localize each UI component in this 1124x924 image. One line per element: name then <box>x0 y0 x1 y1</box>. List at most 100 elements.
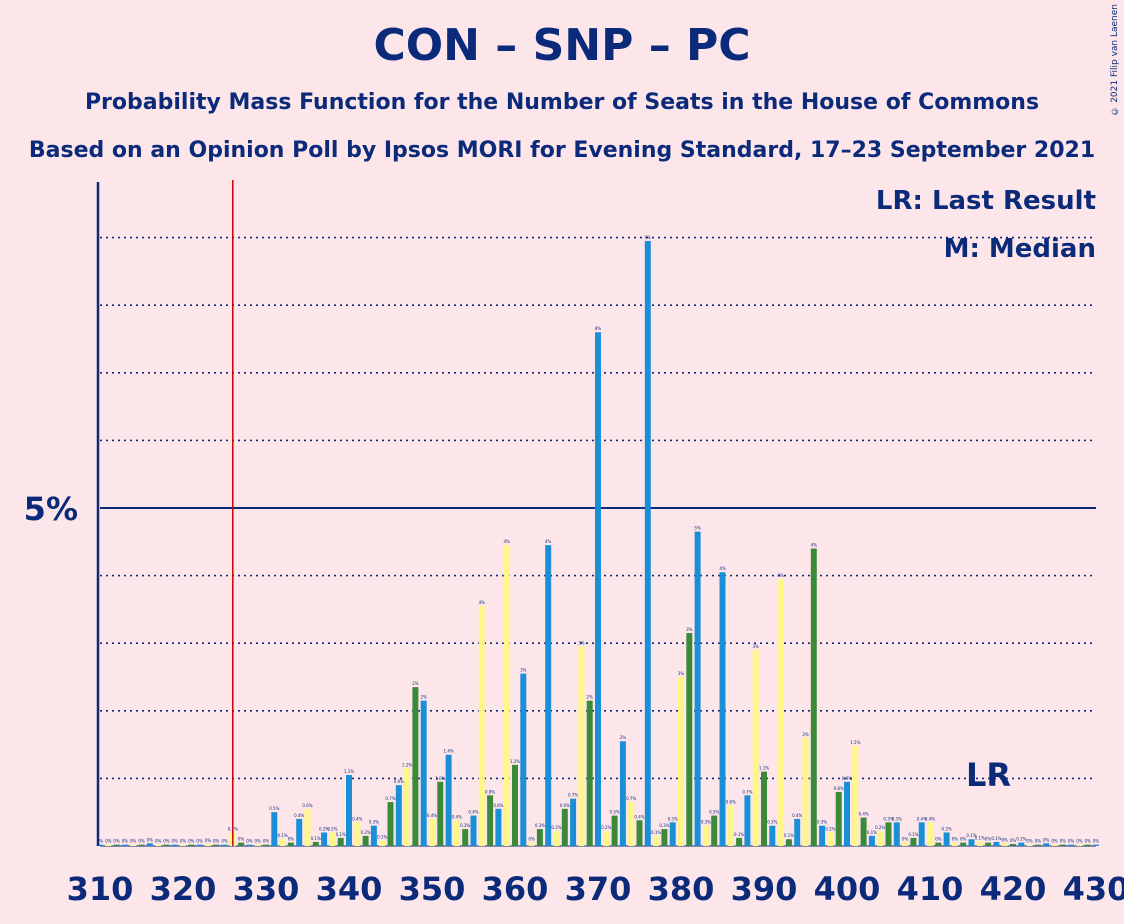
bar-series <box>97 240 1099 847</box>
bar-seat-334 <box>296 818 303 846</box>
bar-label-seat-423: 0% <box>1035 839 1042 844</box>
bar-seat-430 <box>1093 844 1099 846</box>
bar-seat-347 <box>404 768 411 846</box>
bar-seat-342 <box>362 835 369 846</box>
bar-seat-406 <box>893 822 900 846</box>
bar-seat-331 <box>271 812 278 846</box>
x-tick-410: 410 <box>897 870 964 908</box>
bar-seat-329 <box>254 844 261 846</box>
bar-label-seat-331: 0.5% <box>269 806 279 811</box>
bar-label-seat-389: 3% <box>753 644 760 649</box>
bar-label-seat-376: 9% <box>645 235 652 240</box>
bar-label-seat-421: 0.1% <box>1016 837 1026 842</box>
x-tick-330: 330 <box>233 870 300 908</box>
bar-label-seat-388: 0.7% <box>742 789 752 794</box>
bar-seat-318 <box>163 844 170 846</box>
bar-seat-374 <box>628 802 635 846</box>
bar-seat-323 <box>204 843 211 846</box>
x-tick-380: 380 <box>648 870 715 908</box>
bar-label-seat-312: 0% <box>113 839 120 844</box>
bar-seat-365 <box>553 831 560 846</box>
bar-seat-314 <box>130 844 137 846</box>
bar-seat-400 <box>844 781 850 846</box>
bar-label-seat-310: 0% <box>97 839 104 844</box>
bar-label-seat-424: 0% <box>1043 837 1050 842</box>
bar-label-seat-316: 0% <box>147 837 154 842</box>
bar-seat-355 <box>470 815 477 846</box>
bar-label-seat-418: 0.1% <box>991 836 1001 841</box>
bar-seat-344 <box>379 840 386 846</box>
bar-seat-405 <box>885 822 892 846</box>
bar-label-seat-408: 0.1% <box>908 832 918 837</box>
bar-label-seat-342: 0.2% <box>361 830 371 835</box>
bar-seat-322 <box>196 844 203 846</box>
bar-seat-403 <box>868 835 875 846</box>
bar-seat-341 <box>354 822 361 846</box>
bar-label-seat-353: 0.4% <box>452 814 462 819</box>
bar-seat-377 <box>653 835 660 846</box>
bar-seat-414 <box>960 842 967 846</box>
bar-label-seat-327: 0% <box>238 837 245 842</box>
bar-label-seat-355: 0.4% <box>468 810 478 815</box>
bar-label-seat-420: 0% <box>1010 838 1017 843</box>
bar-label-seat-332: 0.1% <box>278 833 288 838</box>
bar-seat-408 <box>910 837 917 846</box>
bar-label-seat-323: 0% <box>205 838 212 843</box>
bar-seat-315 <box>138 844 145 846</box>
bar-seat-313 <box>121 844 128 846</box>
bar-seat-354 <box>462 829 469 846</box>
bar-label-seat-410: 0.4% <box>925 816 935 821</box>
bar-seat-392 <box>777 578 784 846</box>
bar-label-seat-393: 0.1% <box>784 833 794 838</box>
bar-seat-328 <box>246 844 253 846</box>
bar-seat-423 <box>1034 844 1041 846</box>
bar-seat-324 <box>213 844 220 846</box>
bar-seat-364 <box>545 545 552 846</box>
bar-seat-376 <box>644 240 651 847</box>
bar-label-seat-360: 1.2% <box>510 759 520 764</box>
bar-seat-320 <box>180 844 186 846</box>
bar-label-seat-333: 0% <box>288 837 295 842</box>
bar-seat-393 <box>785 839 792 846</box>
bar-label-seat-407: 0% <box>902 837 909 842</box>
bar-label-seat-325: 0% <box>221 839 228 844</box>
x-tick-400: 400 <box>814 870 881 908</box>
bar-seat-356 <box>478 606 485 846</box>
bar-seat-396 <box>810 548 817 846</box>
bar-label-seat-347: 1.2% <box>402 762 412 767</box>
bar-label-seat-422: 0% <box>1026 839 1033 844</box>
bar-label-seat-339: 0.1% <box>336 832 346 837</box>
bar-label-seat-362: 0% <box>528 837 535 842</box>
bar-label-seat-425: 0% <box>1051 839 1058 844</box>
bar-label-seat-324: 0% <box>213 839 220 844</box>
bar-label-seat-352: 1.4% <box>444 749 454 754</box>
last-result-marker: LR <box>966 756 1011 794</box>
bar-label-seat-414: 0% <box>960 837 967 842</box>
bar-seat-330 <box>263 844 269 846</box>
bar-label-seat-366: 0.6% <box>560 803 570 808</box>
bar-label-seat-364: 4% <box>545 539 552 544</box>
bar-label-seat-427: 0% <box>1068 839 1075 844</box>
bar-seat-373 <box>619 741 626 846</box>
bar-label-seat-318: 0% <box>163 839 170 844</box>
bar-seat-343 <box>370 825 377 846</box>
bar-label-seat-375: 0.4% <box>634 814 644 819</box>
bar-seat-387 <box>736 837 743 846</box>
bar-label-seat-405: 0.3% <box>883 816 893 821</box>
bar-seat-325 <box>221 844 228 846</box>
x-tick-430: 430 <box>1063 870 1124 908</box>
bar-label-seat-429: 0% <box>1085 839 1092 844</box>
bar-label-seat-370: 8% <box>595 326 602 331</box>
bar-label-seat-374: 0.7% <box>626 796 636 801</box>
bar-seat-310 <box>97 844 103 846</box>
bar-label-seat-369: 2% <box>587 695 594 700</box>
bar-seat-357 <box>487 795 494 846</box>
bar-seat-389 <box>752 649 759 846</box>
bar-seat-319 <box>171 844 178 846</box>
bar-label-seat-348: 2% <box>412 681 419 686</box>
bar-label-seat-379: 0.3% <box>668 816 678 821</box>
bar-seat-410 <box>927 822 933 846</box>
bar-label-seat-357: 0.8% <box>485 789 495 794</box>
bar-seat-337 <box>321 832 328 846</box>
bar-seat-360 <box>512 764 518 846</box>
